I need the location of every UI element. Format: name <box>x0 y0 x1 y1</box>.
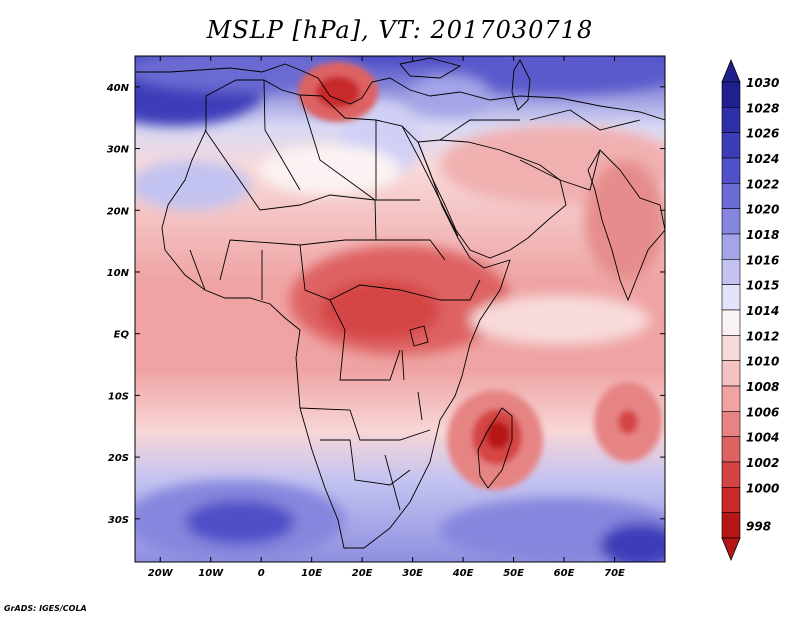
colorbar-top-arrow <box>721 58 741 83</box>
border-7 <box>329 299 401 381</box>
colorbar-label: 1010 <box>746 355 779 369</box>
colorbar-label: 1002 <box>746 456 779 470</box>
border-1 <box>204 129 376 211</box>
colorbar-label: 1014 <box>746 304 779 318</box>
colorbar-swatch <box>721 411 741 437</box>
y-tick-label: EQ <box>114 330 130 341</box>
colorbar-label: 1024 <box>746 152 779 166</box>
border-6 <box>299 244 441 301</box>
colorbar: 1030 1028 1026 1024 1022 1020 1018 1016 1015 1014… <box>721 58 779 562</box>
colorbar-label: 1008 <box>746 380 779 394</box>
lake-tanganyika <box>401 349 405 381</box>
colorbar-swatch <box>721 107 741 133</box>
border-15 <box>384 454 401 511</box>
border-2 <box>263 79 301 191</box>
colorbar-swatch <box>721 335 741 361</box>
colorbar-label: 1026 <box>746 127 779 141</box>
colorbar-swatch <box>721 461 741 488</box>
lake-malawi <box>417 391 423 421</box>
colorbar-label: 1016 <box>746 253 779 267</box>
colorbar-label: 1028 <box>746 101 779 115</box>
africa-coastline <box>161 79 511 549</box>
colorbar-swatch <box>721 512 741 539</box>
y-tick-label: 30S <box>108 515 129 526</box>
y-tick-label: 20N <box>107 206 130 217</box>
plot-frame <box>134 55 666 563</box>
border-10 <box>440 279 481 301</box>
coastlines <box>135 57 665 549</box>
colorbar-swatch <box>721 284 741 311</box>
x-tick-label: 40E <box>452 568 474 579</box>
y-tick-label: 10N <box>107 268 130 279</box>
colorbar-label: 1012 <box>746 329 779 343</box>
colorbar-label: 1018 <box>746 228 779 242</box>
x-tick-label: 20W <box>148 568 174 579</box>
colorbar-label: 998 <box>746 519 771 533</box>
colorbar-label: 1015 <box>746 279 779 293</box>
border-5 <box>229 239 446 261</box>
madagascar-coastline <box>477 407 513 489</box>
y-tick-label: 20S <box>108 453 129 464</box>
x-tick-label: 20E <box>352 568 373 579</box>
colorbar-label: 1004 <box>746 431 779 445</box>
colorbar-swatch <box>721 233 741 260</box>
y-tick-label: 10S <box>108 391 129 402</box>
india-coastline <box>587 149 665 302</box>
colorbar-swatch <box>721 208 741 235</box>
lake-victoria <box>409 325 429 347</box>
y-tick-label: 30N <box>107 145 130 156</box>
border-12 <box>189 239 263 300</box>
y-axis: 40N 30N 20N 10N EQ 10S 20S 30S <box>106 83 665 526</box>
border-8 <box>299 407 431 441</box>
colorbar-swatch <box>721 183 741 209</box>
red-sea <box>401 125 459 237</box>
colorbar-swatch <box>721 309 741 336</box>
border-4 <box>375 120 420 201</box>
x-tick-label: 10W <box>198 568 224 579</box>
border-14 <box>439 119 520 141</box>
x-axis: 20W 10W 0 10E 20E 30E 40E 50E 60E 70E <box>148 56 625 579</box>
y-tick-label: 40N <box>106 83 130 94</box>
border-11 <box>559 149 601 191</box>
colorbar-label: 1030 <box>746 76 779 90</box>
colorbar-label: 1006 <box>746 405 779 419</box>
persian-gulf <box>519 159 561 181</box>
x-tick-label: 30E <box>402 568 423 579</box>
colorbar-swatch <box>721 132 741 159</box>
pressure-field <box>135 56 665 562</box>
x-tick-label: 50E <box>503 568 524 579</box>
colorbar-swatch <box>721 157 741 184</box>
colorbar-label: 1000 <box>746 481 779 495</box>
colorbar-swatch <box>721 385 741 412</box>
colorbar-label: 1022 <box>746 177 779 191</box>
grads-credit: GrADS: IGES/COLA <box>4 604 87 613</box>
colorbar-swatch <box>721 81 741 108</box>
colorbar-swatch <box>721 436 741 463</box>
colorbar-label: 1020 <box>746 203 779 217</box>
europe-coastline <box>135 63 665 121</box>
colorbar-bottom-arrow <box>721 537 741 562</box>
x-tick-label: 0 <box>258 568 265 579</box>
x-tick-label: 70E <box>604 568 625 579</box>
black-sea <box>399 57 462 79</box>
border-3 <box>299 94 377 241</box>
colorbar-swatch <box>721 487 741 513</box>
caspian-sea <box>511 59 531 111</box>
border-9 <box>320 439 411 486</box>
x-tick-label: 60E <box>554 568 575 579</box>
border-13 <box>529 109 641 131</box>
map-title: MSLP [hPa], VT: 2017030718 <box>206 16 594 44</box>
colorbar-swatch <box>721 259 741 285</box>
colorbar-swatch <box>721 360 741 387</box>
arabia-coastline <box>417 139 567 259</box>
x-tick-label: 10E <box>301 568 322 579</box>
